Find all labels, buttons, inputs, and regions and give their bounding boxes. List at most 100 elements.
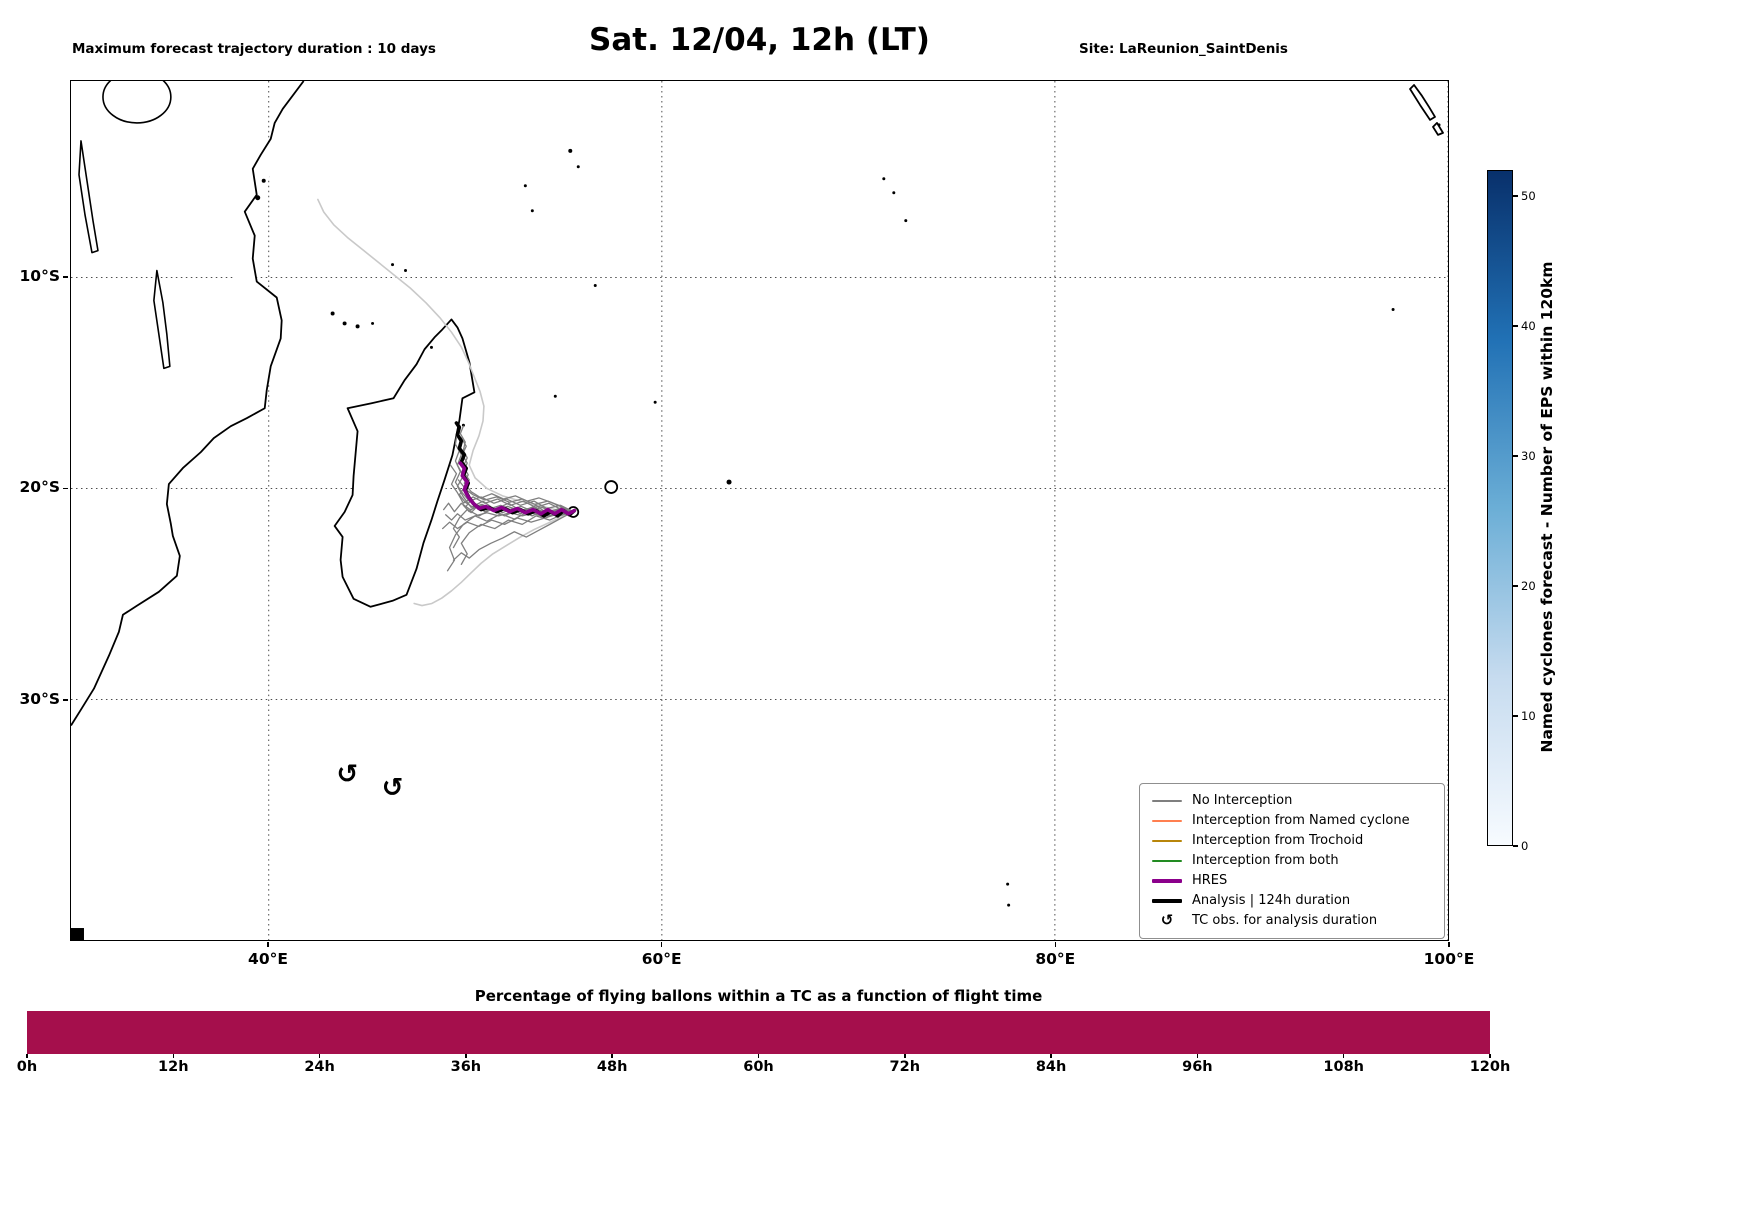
y-axis-tick-10-s: 10°S bbox=[19, 266, 60, 285]
tc-obs-symbol-0: ↺ bbox=[336, 759, 358, 789]
colorbar bbox=[1487, 170, 1513, 846]
track-no-interception-outlier-members-0 bbox=[317, 198, 575, 513]
flight-time-tick-84h: 84h bbox=[1035, 1059, 1067, 1075]
island-dot-14 bbox=[882, 177, 886, 181]
legend-line-sample bbox=[1152, 800, 1182, 802]
flight-time-tickmark-3 bbox=[465, 1054, 467, 1058]
island-dot-11 bbox=[553, 394, 557, 398]
legend-color-line bbox=[1152, 840, 1182, 842]
legend-color-line bbox=[1152, 800, 1182, 802]
map-canvas: ↺ ↺ bbox=[71, 81, 1448, 940]
island-dot-21 bbox=[404, 269, 408, 273]
flight-time-tick-96h: 96h bbox=[1182, 1059, 1213, 1075]
colorbar-tickmark-40 bbox=[1513, 325, 1518, 327]
colorbar-tick-10: 10 bbox=[1521, 709, 1536, 723]
gridlines bbox=[71, 81, 1448, 940]
colorbar-tickmark-20 bbox=[1513, 585, 1518, 587]
lake-victoria bbox=[102, 81, 172, 124]
island-dot-15 bbox=[892, 191, 896, 195]
x-axis-tickmark-0 bbox=[267, 941, 269, 947]
island-dot-4 bbox=[261, 178, 266, 183]
legend-label: HRES bbox=[1192, 873, 1228, 889]
colorbar-tick-0: 0 bbox=[1521, 839, 1529, 853]
trajectory-tracks bbox=[317, 198, 577, 607]
island-dot-9 bbox=[530, 209, 534, 213]
mauritius-island bbox=[604, 480, 619, 494]
island-dot-22 bbox=[429, 345, 433, 349]
flight-time-tick-108h: 108h bbox=[1323, 1059, 1364, 1075]
legend-label: Analysis | 124h duration bbox=[1192, 893, 1351, 909]
colorbar-tickmark-50 bbox=[1513, 195, 1518, 197]
island-dot-18 bbox=[1007, 903, 1011, 907]
colorbar-tick-50: 50 bbox=[1521, 189, 1536, 203]
island-dot-16 bbox=[904, 219, 908, 223]
island-dot-23 bbox=[461, 423, 465, 427]
x-axis-tickmark-3 bbox=[1448, 941, 1450, 947]
y-axis-tickmark-1 bbox=[63, 487, 68, 490]
map-legend: No Interception Interception from Named c… bbox=[1139, 783, 1445, 939]
y-axis-tickmark-0 bbox=[63, 276, 68, 278]
legend-color-line bbox=[1152, 878, 1182, 883]
small-islands bbox=[255, 123, 1441, 907]
lake-malawi bbox=[153, 269, 171, 370]
track-no-interception-14 bbox=[459, 425, 575, 513]
legend-line-sample bbox=[1152, 878, 1182, 883]
flight-time-tick-48h: 48h bbox=[596, 1059, 628, 1075]
legend-item-hres: HRES bbox=[1152, 872, 1432, 890]
track-no-interception-9 bbox=[460, 437, 575, 513]
legend-item-interception-from-both: Interception from both bbox=[1152, 852, 1432, 870]
legend-item-tc-obs-for-analysis-duration: ↺ TC obs. for analysis duration bbox=[1152, 912, 1432, 930]
flight-time-tick-36h: 36h bbox=[450, 1059, 482, 1075]
island-dot-24 bbox=[1437, 123, 1441, 127]
legend-item-analysis-124h-duration: Analysis | 124h duration bbox=[1152, 892, 1432, 910]
island-dot-8 bbox=[523, 184, 527, 188]
island-dot-17 bbox=[1006, 882, 1010, 886]
legend-line-sample bbox=[1152, 860, 1182, 862]
flight-time-tickmark-2 bbox=[318, 1054, 321, 1058]
legend-label: TC obs. for analysis duration bbox=[1192, 913, 1378, 929]
legend-item-interception-from-trochoid: Interception from Trochoid bbox=[1152, 832, 1432, 850]
flight-time-tick-72h: 72h bbox=[889, 1059, 921, 1075]
colorbar-label: Named cyclones forecast - Number of EPS … bbox=[1538, 261, 1556, 753]
tc-obs-legend-icon: ↺ bbox=[1152, 913, 1182, 928]
x-axis-tickmark-2 bbox=[1054, 941, 1057, 947]
track-no-interception-13 bbox=[452, 511, 575, 561]
flight-time-tick-24h: 24h bbox=[304, 1059, 335, 1075]
x-axis-tickmark-1 bbox=[660, 941, 663, 947]
colorbar-tickmark-0 bbox=[1513, 845, 1518, 847]
track-no-interception-outlier-members-1 bbox=[413, 510, 575, 607]
legend-label: No Interception bbox=[1192, 793, 1293, 809]
colorbar-tick-40: 40 bbox=[1521, 319, 1536, 333]
header-left-line-1: Maximum forecast trajectory duration : 1… bbox=[72, 41, 436, 57]
legend-item-no-interception: No Interception bbox=[1152, 792, 1432, 810]
legend-line-sample bbox=[1152, 820, 1182, 822]
legend-label: Interception from Trochoid bbox=[1192, 833, 1364, 849]
track-no-interception-8 bbox=[442, 511, 575, 530]
africa-coastline bbox=[71, 81, 305, 726]
page-title: Sat. 12/04, 12h (LT) bbox=[589, 22, 930, 58]
island-dot-7 bbox=[576, 165, 580, 169]
flight-time-tickmark-0 bbox=[26, 1054, 28, 1058]
legend-color-line bbox=[1152, 898, 1182, 903]
track-no-interception-4 bbox=[454, 449, 575, 513]
mentawai-islands bbox=[1409, 84, 1444, 136]
corner-landmark bbox=[71, 928, 84, 940]
flight-time-tickmark-6 bbox=[904, 1054, 906, 1058]
flight-time-tickmark-9 bbox=[1342, 1054, 1345, 1058]
flight-time-tickmark-10 bbox=[1489, 1054, 1491, 1058]
island-dot-3 bbox=[371, 321, 375, 325]
island-dot-0 bbox=[330, 311, 335, 316]
header-right-line-1: Site: LaReunion_SaintDenis bbox=[1079, 41, 1288, 57]
flight-time-tickmark-4 bbox=[611, 1054, 613, 1058]
island-dot-19 bbox=[1391, 307, 1395, 311]
flight-time-tickmark-7 bbox=[1050, 1054, 1052, 1058]
track-no-interception-5 bbox=[449, 464, 575, 513]
madagascar-coastline bbox=[333, 318, 476, 608]
tc-observation-symbols: ↺ ↺ bbox=[336, 759, 403, 803]
legend-line-sample bbox=[1152, 840, 1182, 842]
legend-label: Interception from Named cyclone bbox=[1192, 813, 1410, 829]
legend-item-interception-from-named-cyclone: Interception from Named cyclone bbox=[1152, 812, 1432, 830]
legend-label: Interception from both bbox=[1192, 853, 1339, 869]
legend-line-sample bbox=[1152, 898, 1182, 903]
